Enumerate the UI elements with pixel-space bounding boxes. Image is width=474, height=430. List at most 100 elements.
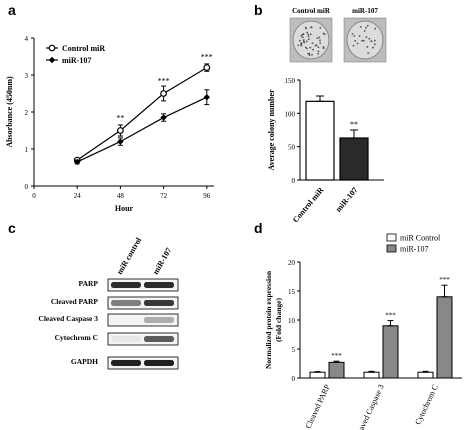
colony-dot (322, 47, 325, 50)
colony-dot (352, 44, 355, 47)
bar-chart-b-y-tick-label: 150 (285, 77, 296, 85)
blot-band-3-0 (111, 336, 141, 342)
colony-dot (301, 33, 304, 36)
bar-d-2-series-1 (436, 296, 453, 379)
line-legend-marker-0 (48, 44, 56, 52)
bar-d-legend-label-1: miR-107 (400, 245, 428, 254)
line-chart-significance-1: *** (158, 77, 170, 86)
colony-dot (317, 52, 320, 55)
bar-d-legend-label-0: miR Control (400, 234, 441, 243)
line-series-0 (76, 67, 208, 161)
colony-dot (307, 38, 310, 41)
blot-band-0-1 (144, 282, 174, 288)
bar-chart-b-y-label: Average colony number (267, 89, 276, 171)
blot-band-1-1 (144, 300, 174, 306)
blot-row-label-0: PARP (79, 279, 99, 288)
colony-dot (366, 24, 369, 27)
colony-dot (374, 27, 377, 30)
bar-d-2-series-0 (417, 371, 434, 379)
colony-dot (306, 31, 309, 34)
line-chart-y-label: Absorbance (450nm) (5, 76, 14, 148)
line-chart-x-tick-label: 48 (117, 192, 125, 200)
line-chart-y-tick-label: 3 (25, 72, 29, 80)
blot-row-label-4: GAPDH (71, 357, 98, 366)
colony-dot (322, 32, 325, 35)
bar-d-0-series-1 (328, 361, 345, 379)
colony-dot (309, 46, 312, 49)
colony-dot (368, 37, 371, 40)
colony-dot (297, 44, 300, 47)
line-chart-x-tick-label: 72 (160, 192, 168, 200)
colony-dot (358, 35, 361, 37)
line-legend-marker-1 (48, 56, 56, 64)
colony-dish-1 (346, 20, 384, 60)
line-chart-x-tick-label: 24 (74, 192, 82, 200)
bar-chart-d-y-label-0: Normalized protein expression (264, 270, 273, 369)
bar-chart-b-y-tick-label: 0 (292, 177, 296, 185)
bar-d-category-label-2: Cytochrom C (413, 383, 439, 426)
colony-image-label-1: miR-107 (352, 7, 378, 15)
colony-dot (373, 43, 376, 46)
bar-chart-d-y-tick-label: 10 (288, 317, 296, 325)
colony-dot (314, 44, 317, 47)
line-chart-y-tick-label: 0 (25, 183, 29, 191)
line-series-1-point-2 (160, 114, 167, 121)
colony-dot (307, 33, 310, 36)
bar-d-1-series-1 (382, 325, 399, 379)
bar-d-category-label-1: Cleaved Caspase 3 (352, 383, 386, 430)
line-series-0-point-1 (116, 127, 124, 134)
colony-dot (363, 30, 366, 32)
blot-band-0-0 (111, 282, 141, 288)
colony-dot (366, 46, 369, 48)
blot-row-label-1: Cleaved PARP (51, 297, 99, 306)
bar-chart-b-y-tick-label: 100 (285, 110, 296, 118)
colony-dot (300, 35, 303, 37)
colony-dot (305, 40, 308, 43)
colony-dot (372, 46, 374, 49)
blot-band-4-1 (144, 360, 174, 366)
colony-dot (312, 48, 314, 51)
line-legend-label-1: miR-107 (62, 56, 91, 65)
colony-dot (356, 42, 359, 45)
line-series-1-point-3 (203, 94, 210, 101)
bar-b-0 (305, 100, 335, 181)
line-legend-label-0: Control miR (62, 44, 105, 53)
blot-row-label-3: Cytochrom C (55, 333, 98, 342)
line-chart-x-tick-label: 96 (203, 192, 211, 200)
colony-dot (304, 46, 307, 49)
colony-dot (311, 42, 314, 45)
line-series-0-point-2 (160, 90, 168, 97)
line-chart-x-tick-label: 0 (32, 192, 36, 200)
colony-dot (361, 39, 364, 42)
bar-b-category-label-0: Control miR (291, 185, 326, 224)
colony-dot (300, 44, 303, 47)
colony-dot (373, 39, 376, 42)
colony-dot (354, 40, 357, 42)
line-chart-significance-2: *** (201, 53, 213, 62)
bar-d-category-label-0: Cleaved PARP (304, 383, 332, 430)
colony-image-label-0: Control miR (292, 7, 331, 15)
colony-dot (319, 27, 322, 29)
colony-dot (359, 25, 362, 28)
colony-dot (316, 37, 319, 40)
line-chart-significance-0: ** (116, 114, 124, 123)
bar-chart-d-y-label-1: (Fold change) (274, 298, 283, 342)
panel-letter-b: b (254, 2, 263, 18)
blot-row-label-2: Cleaved Caspase 3 (38, 314, 98, 323)
colony-dot (319, 42, 322, 44)
bar-d-0-series-0 (309, 371, 326, 379)
bar-chart-d-y-tick-label: 0 (292, 375, 296, 383)
bar-d-1-series-0 (363, 371, 380, 379)
colony-dot (317, 50, 320, 53)
colony-dot (300, 42, 303, 45)
line-series-1-point-0 (74, 158, 81, 166)
colony-dot (317, 46, 320, 49)
blot-column-label-1: miR-107 (151, 246, 173, 276)
blot-band-2-1 (144, 317, 174, 323)
blot-band-1-0 (111, 300, 141, 306)
colony-dot (353, 34, 356, 37)
bar-d-legend-swatch-0 (386, 233, 397, 242)
colony-dot (311, 53, 313, 56)
colony-dish-0 (292, 20, 330, 60)
